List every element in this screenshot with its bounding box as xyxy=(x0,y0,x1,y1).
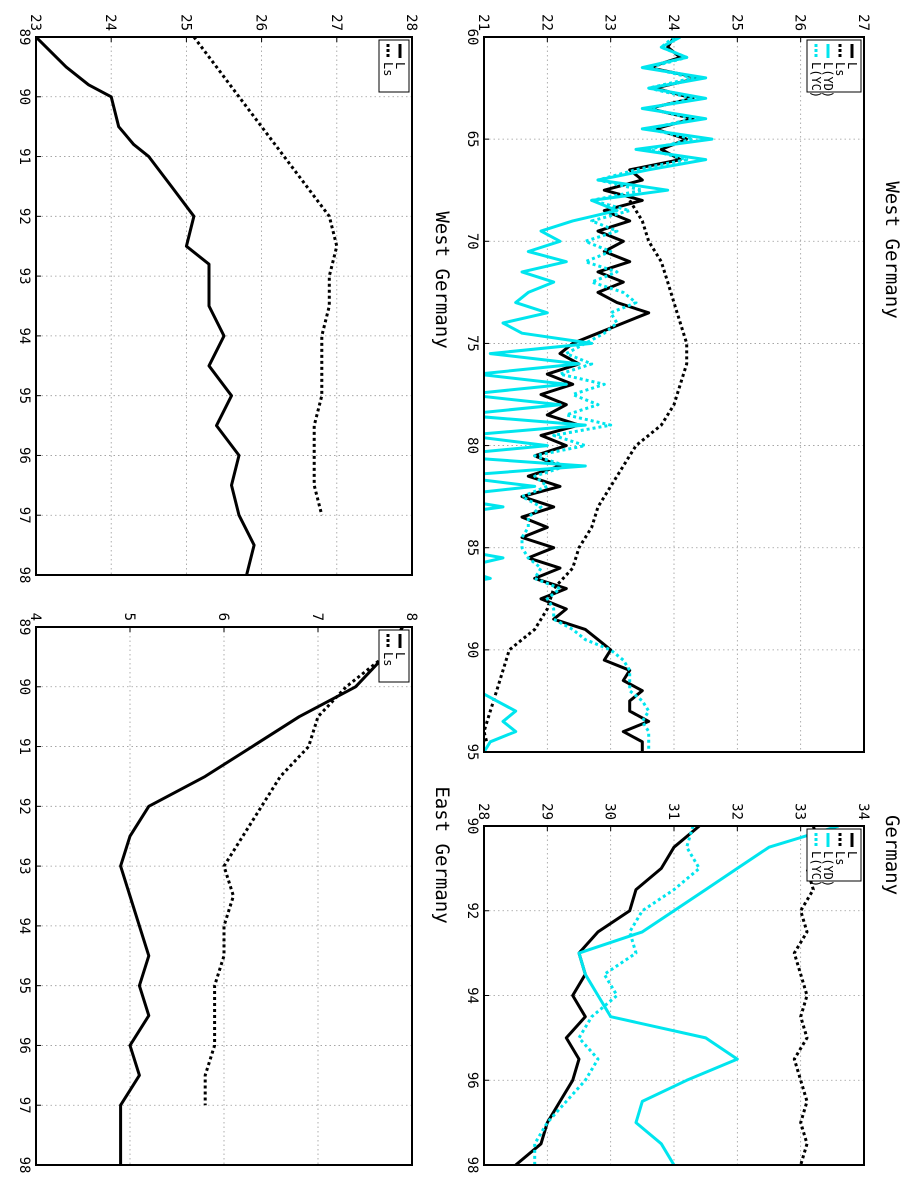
y-tick-label: 28 xyxy=(403,14,419,31)
y-tick-label: 7 xyxy=(309,613,325,621)
x-tick-label: 98 xyxy=(16,1157,32,1174)
y-tick-label: 31 xyxy=(665,803,681,820)
legend-label: L(YD) xyxy=(821,851,835,887)
y-tick-label: 6 xyxy=(215,613,231,621)
x-tick-label: 96 xyxy=(464,1072,480,1089)
legend-label: L xyxy=(845,62,859,69)
plot-west-germany-long: 60 65 70 75 80 85 90 95 21 22 23 24 25 26 27 LLsL(YD)L(… xyxy=(464,14,871,761)
y-tick-label: 24 xyxy=(665,14,681,31)
y-tick-label: 8 xyxy=(403,613,419,621)
x-tick-label: 90 xyxy=(464,641,480,658)
series-line-l xyxy=(119,627,404,1165)
y-tick-label: 25 xyxy=(177,14,193,31)
x-tick-label: 91 xyxy=(16,148,32,165)
legend-box xyxy=(806,828,862,882)
x-tick-label: 92 xyxy=(16,208,32,225)
legend-label: Ls xyxy=(833,851,847,865)
series-line-ls xyxy=(484,199,689,745)
panel-title-west-germany: West Germany xyxy=(881,181,903,318)
series-line-lyc xyxy=(533,826,701,1165)
series-line-ls xyxy=(192,37,339,516)
y-tick-label: 26 xyxy=(253,14,269,31)
y-tick-label: 34 xyxy=(855,803,871,820)
series-line-lyd xyxy=(484,37,714,752)
plot-west-germany-recent: 89 90 91 92 93 94 95 96 97 98 23 24 25 26 27 28 LLs xyxy=(16,14,419,583)
y-tick-label: 30 xyxy=(602,803,618,820)
panel-title-west-germany-2: West Germany xyxy=(431,211,453,348)
x-tick-label: 89 xyxy=(16,29,32,46)
y-tick-label: 22 xyxy=(538,14,554,31)
legend-label: Ls xyxy=(381,652,395,666)
series-line-lyd xyxy=(577,826,840,1165)
legend-label: L(YC) xyxy=(809,62,823,98)
y-tick-label: 5 xyxy=(121,613,137,621)
x-tick-label: 90 xyxy=(464,818,480,835)
y-tick-label: 28 xyxy=(475,803,491,820)
x-tick-label: 94 xyxy=(464,987,480,1004)
x-tick-label: 91 xyxy=(16,738,32,755)
plot-frame xyxy=(35,36,413,576)
x-tick-label: 80 xyxy=(464,437,480,454)
y-tick-label: 23 xyxy=(602,14,618,31)
y-tick-label: 4 xyxy=(27,613,43,621)
legend-label: L xyxy=(393,652,407,659)
x-tick-label: 94 xyxy=(16,327,32,344)
legend-label: Ls xyxy=(833,62,847,76)
x-tick-label: 95 xyxy=(464,744,480,761)
x-tick-label: 96 xyxy=(16,1037,32,1054)
legend-label: L xyxy=(845,851,859,858)
series-line-l xyxy=(514,826,701,1165)
legend-label: L(YD) xyxy=(821,62,835,98)
x-tick-label: 95 xyxy=(16,387,32,404)
x-tick-label: 70 xyxy=(464,233,480,250)
x-tick-label: 98 xyxy=(464,1157,480,1174)
y-tick-label: 27 xyxy=(855,14,871,31)
x-tick-label: 75 xyxy=(464,335,480,352)
legend-label: L(YC) xyxy=(809,851,823,887)
y-tick-label: 25 xyxy=(728,14,744,31)
x-tick-label: 92 xyxy=(16,798,32,815)
y-tick-label: 26 xyxy=(792,14,808,31)
x-tick-label: 95 xyxy=(16,977,32,994)
x-tick-label: 90 xyxy=(16,88,32,105)
series-line-lyc xyxy=(520,37,695,752)
y-tick-label: 32 xyxy=(728,803,744,820)
legend-label: Ls xyxy=(381,62,395,76)
x-tick-label: 97 xyxy=(16,507,32,524)
figure-rotated: West Germany Germany West Germany East G… xyxy=(16,14,903,1173)
x-tick-label: 97 xyxy=(16,1097,32,1114)
panel-title-germany: Germany xyxy=(881,815,903,895)
legend-box xyxy=(806,39,862,93)
x-tick-label: 93 xyxy=(16,858,32,875)
series-line-ls xyxy=(203,627,404,1106)
x-tick-label: 60 xyxy=(464,29,480,46)
y-tick-label: 21 xyxy=(475,14,491,31)
x-tick-label: 94 xyxy=(16,917,32,934)
plot-east-germany: 89 90 91 92 93 94 95 96 97 98 4 5 6 7 8 LLs xyxy=(16,613,419,1174)
legend-label: L xyxy=(393,62,407,69)
x-tick-label: 65 xyxy=(464,131,480,148)
y-tick-label: 27 xyxy=(328,14,344,31)
plot-frame xyxy=(483,825,865,1166)
x-tick-label: 89 xyxy=(16,619,32,636)
y-tick-label: 23 xyxy=(27,14,43,31)
x-tick-label: 93 xyxy=(16,268,32,285)
x-tick-label: 90 xyxy=(16,678,32,695)
plot-frame xyxy=(35,626,413,1166)
y-tick-label: 33 xyxy=(792,803,808,820)
x-tick-label: 96 xyxy=(16,447,32,464)
series-line-l xyxy=(36,37,256,575)
x-tick-label: 85 xyxy=(464,539,480,556)
x-tick-label: 98 xyxy=(16,567,32,584)
panel-title-east-germany: East Germany xyxy=(431,786,453,923)
plot-frame xyxy=(483,36,865,753)
y-tick-label: 24 xyxy=(102,14,118,31)
series-line-ls xyxy=(792,826,822,1165)
x-tick-label: 92 xyxy=(464,902,480,919)
y-tick-label: 29 xyxy=(538,803,554,820)
